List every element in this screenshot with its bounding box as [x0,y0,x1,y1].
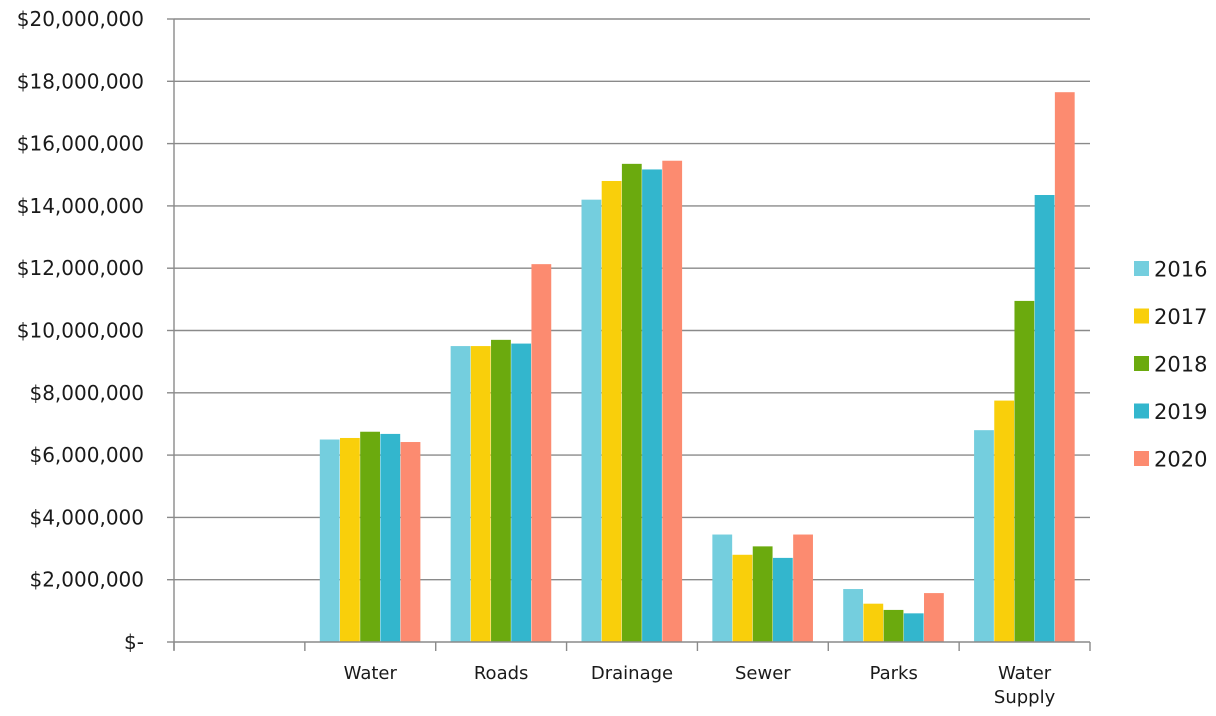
x-category-label: Water Supply [994,663,1056,708]
legend-swatch [1134,261,1149,276]
bar-2016 [319,439,340,642]
legend-swatch [1134,451,1149,466]
bar-2016 [581,199,602,643]
y-tick-label: $12,000,000 [17,256,144,280]
bar-2020 [400,442,421,642]
y-tick-label: $8,000,000 [29,381,144,405]
x-category-label: Parks [870,663,918,684]
bar-2017 [994,400,1015,642]
bar-2018 [491,339,511,642]
y-tick-label: $18,000,000 [17,69,144,93]
bar-2019 [772,557,793,642]
bar-2020 [924,593,944,642]
bar-2018 [752,546,773,642]
x-category-label: Water [344,663,398,684]
bar-2016 [843,589,864,642]
bars [319,92,1075,643]
bar-2018 [883,609,904,642]
bar-2017 [863,603,884,642]
legend-label: 2016 [1154,258,1207,282]
bar-2020 [1054,92,1075,642]
bar-2020 [793,534,813,642]
bar-2019 [642,169,662,642]
y-tick-label: $14,000,000 [17,194,144,218]
legend-label: 2018 [1154,353,1207,377]
x-category-label: Sewer [735,663,791,684]
bar-2019 [380,433,401,642]
legend-swatch [1134,403,1149,419]
bar-2016 [450,346,471,642]
y-tick-label: $- [124,630,144,654]
bar-2016 [712,534,733,642]
bar-2018 [1014,300,1035,642]
y-tick-label: $16,000,000 [17,132,144,156]
x-category-label: Roads [474,663,529,684]
legend-label: 2019 [1154,400,1207,424]
bar-2019 [511,343,532,642]
bar-2020 [662,160,683,643]
bar-2018 [621,163,642,642]
bar-2017 [339,437,360,642]
bar-2016 [974,430,994,642]
y-tick-label: $10,000,000 [17,319,144,343]
legend-swatch [1134,356,1149,371]
y-tick-label: $6,000,000 [29,443,144,467]
legend: 2016 2017 2018 2019 2020 [1134,258,1207,472]
bar-2019 [1034,195,1055,642]
bar-2019 [903,613,924,642]
bar-2017 [732,554,753,642]
legend-label: 2020 [1154,448,1207,472]
axes: $- $2,000,000 $4,000,000 $6,000,000 $8,000,0… [17,7,1091,708]
legend-label: 2017 [1154,305,1207,329]
bar-2017 [601,180,622,643]
y-tick-label: $4,000,000 [29,505,144,529]
bar-2020 [531,264,552,642]
y-tick-label: $20,000,000 [17,7,144,31]
x-category-label: Drainage [591,663,673,684]
y-tick-label: $2,000,000 [29,568,144,592]
bar-2018 [360,431,380,642]
legend-swatch [1134,308,1149,324]
bar-2017 [470,346,491,642]
